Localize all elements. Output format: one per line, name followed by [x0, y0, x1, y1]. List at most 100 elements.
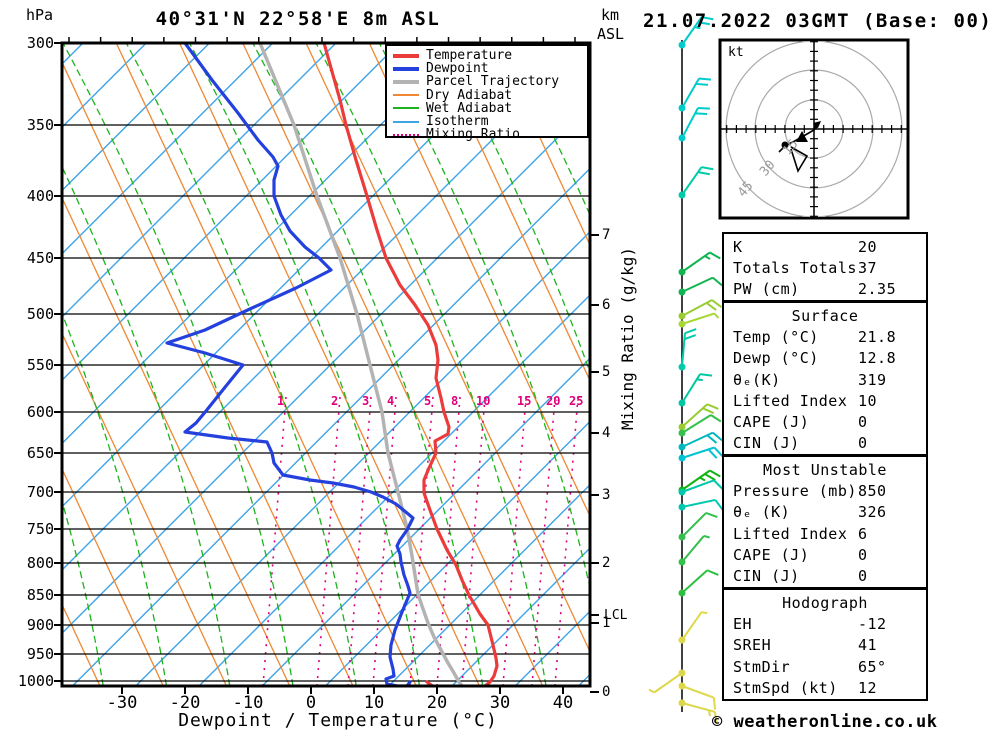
- wet-adiabat-line: [125, 43, 357, 686]
- pressure-unit-label: hPa: [26, 6, 54, 24]
- legend-item-label: Dewpoint: [426, 61, 489, 77]
- wind-level-dot: [678, 669, 686, 677]
- table-row-label: Dewp (°C): [733, 349, 819, 368]
- table-row: Temp (°C) 21.8: [724, 326, 926, 347]
- wind-level-dot: [678, 454, 686, 462]
- wet-adiabat-line: [252, 43, 484, 686]
- table-row-value: 2.35: [858, 280, 897, 299]
- pressure-axis-label: 350: [26, 116, 54, 134]
- temperature-axis-label: -30: [106, 693, 138, 713]
- table-row-label: Lifted Index: [733, 524, 848, 543]
- isotherm-line: [388, 483, 590, 686]
- wet-adiabat-line: [62, 498, 104, 686]
- wind-level-dot: [678, 191, 686, 199]
- mixing-ratio-label: 3: [362, 394, 370, 408]
- wet-adiabat-line: [62, 43, 294, 686]
- mixing-ratio-label: 25: [569, 394, 584, 408]
- mixing-ratio-label: 4: [387, 394, 395, 408]
- table-row-value: 41: [858, 636, 878, 655]
- table-row: CIN (J) 0: [724, 433, 926, 454]
- wind-level-dot: [678, 320, 686, 328]
- pressure-axis-label: 750: [26, 520, 54, 538]
- wind-barb: [678, 299, 723, 320]
- temperature-axis-label: 30: [489, 693, 511, 713]
- wet-adiabat-line: [315, 43, 547, 686]
- temperature-axis-label: 20: [426, 693, 448, 713]
- pressure-axis-label: 400: [26, 187, 54, 205]
- hodograph-unit-label: kt: [728, 45, 744, 60]
- mixing-ratio-label: 10: [476, 394, 491, 408]
- wind-barb: [678, 403, 719, 431]
- storm-motion-marker: [796, 131, 808, 142]
- mixing-ratio-label: 2: [331, 394, 339, 408]
- wind-level-dot: [678, 363, 686, 371]
- legend-item: Mixing Ratio: [393, 127, 581, 143]
- table-row-label: K: [733, 237, 743, 256]
- altitude-axis-label: 5: [602, 364, 611, 380]
- wind-barb: [678, 251, 721, 276]
- altitude-axis-label: 7: [602, 227, 611, 243]
- wind-barb: [678, 276, 723, 296]
- table-row-label: StmSpd (kt): [733, 678, 838, 697]
- hodograph: [718, 38, 910, 220]
- table-row: SREH 41: [724, 635, 926, 656]
- pressure-axis-label: 950: [26, 645, 54, 663]
- legend-item-label: Parcel Trajectory: [426, 74, 560, 90]
- legend-item-label: Mixing Ratio: [426, 127, 520, 143]
- wind-barb: [678, 414, 722, 437]
- legend-item: Wet Adiabat: [393, 101, 581, 116]
- dry-adiabat-line: [495, 43, 590, 247]
- table-row-label: CAPE (J): [733, 545, 810, 564]
- table-section-title: Hodograph: [782, 593, 868, 612]
- wind-level-dot: [678, 268, 686, 276]
- table-row: θₑ(K) 319: [724, 369, 926, 390]
- legend-item-label: Temperature: [426, 48, 513, 64]
- table-row-label: Pressure (mb): [733, 481, 857, 500]
- wind-level-dot: [678, 41, 686, 49]
- table-row: StmDir 65°: [724, 656, 926, 677]
- mixing-ratio-line: [554, 396, 579, 686]
- pressure-axis-label: 300: [26, 34, 54, 52]
- altitude-axis-label: 4: [602, 425, 611, 441]
- legend-swatch-line: [393, 53, 419, 58]
- altitude-axis-label: 0: [602, 684, 611, 700]
- station-title: 40°31'N 22°58'E 8m ASL: [155, 8, 441, 30]
- dry-adiabat-line: [62, 467, 164, 686]
- wind-barb: [678, 534, 710, 566]
- mixing-ratio-label: 20: [546, 394, 561, 408]
- legend: Temperature Dewpoint Parcel Trajectory Dry …: [385, 44, 589, 143]
- x-axis-title: Dewpoint / Temperature (°C): [178, 710, 498, 731]
- wind-barb: [678, 77, 712, 112]
- table-row: Lifted Index 6: [724, 523, 926, 544]
- temperature-axis-label: 40: [552, 693, 574, 713]
- legend-item: Isotherm: [393, 114, 581, 130]
- legend-item-label: Isotherm: [426, 114, 489, 130]
- isotherm-line: [451, 547, 590, 686]
- temperature-axis-label: 10: [363, 693, 385, 713]
- wind-barb: [678, 569, 719, 597]
- index-table-section: K 20 Totals Totals 37 PW (cm) 2.35: [722, 232, 928, 302]
- legend-item: Parcel Trajectory: [393, 74, 581, 90]
- wind-barb: [678, 682, 716, 710]
- wind-level-dot: [678, 312, 686, 320]
- legend-swatch-line: [393, 94, 419, 97]
- table-row-value: 0: [858, 545, 868, 564]
- table-row-label: θₑ(K): [733, 370, 781, 389]
- table-row-label: Temp (°C): [733, 327, 819, 346]
- table-row: Pressure (mb) 850: [724, 480, 926, 501]
- wind-level-dot: [678, 503, 686, 511]
- legend-swatch-line: [393, 133, 419, 136]
- lcl-label: LCL: [604, 608, 628, 623]
- table-row: Dewp (°C) 12.8: [724, 348, 926, 369]
- mixing-ratio-axis-title: Mixing Ratio (g/kg): [618, 246, 637, 430]
- table-row-label: StmDir: [733, 657, 791, 676]
- table-row-label: SREH: [733, 636, 772, 655]
- legend-swatch-line: [393, 107, 419, 110]
- table-row-label: PW (cm): [733, 280, 800, 299]
- legend-swatch-line: [393, 79, 419, 84]
- table-row-value: 319: [858, 370, 887, 389]
- table-row-value: 0: [858, 413, 868, 432]
- mixing-ratio-label: 1: [277, 394, 285, 408]
